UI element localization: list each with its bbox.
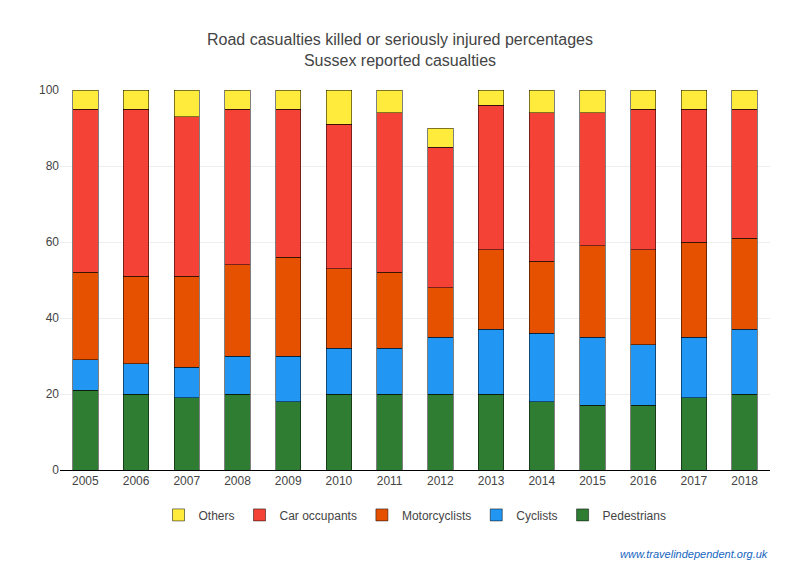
- svg-text:2006: 2006: [123, 474, 150, 488]
- svg-text:60: 60: [46, 235, 60, 249]
- svg-text:2017: 2017: [681, 474, 708, 488]
- svg-text:0: 0: [52, 463, 59, 477]
- svg-text:2015: 2015: [579, 474, 606, 488]
- svg-text:2007: 2007: [173, 474, 200, 488]
- svg-text:80: 80: [46, 159, 60, 173]
- svg-text:Car occupants: Car occupants: [280, 509, 357, 523]
- svg-text:Motorcyclists: Motorcyclists: [402, 509, 471, 523]
- svg-text:Road casualties killed or seri: Road casualties killed or seriously inju…: [207, 31, 593, 69]
- svg-text:2016: 2016: [630, 474, 657, 488]
- svg-text:www.travelindependent.org.uk: www.travelindependent.org.uk: [620, 548, 768, 560]
- svg-text:Pedestrians: Pedestrians: [603, 509, 666, 523]
- svg-text:2013: 2013: [478, 474, 505, 488]
- svg-text:2012: 2012: [427, 474, 454, 488]
- svg-text:20: 20: [46, 387, 60, 401]
- svg-text:Cyclists: Cyclists: [516, 509, 557, 523]
- svg-text:40: 40: [46, 311, 60, 325]
- svg-text:100: 100: [39, 83, 59, 97]
- svg-text:2018: 2018: [731, 474, 758, 488]
- svg-text:2010: 2010: [326, 474, 353, 488]
- svg-text:2008: 2008: [224, 474, 251, 488]
- svg-text:Others: Others: [199, 509, 235, 523]
- svg-text:2011: 2011: [377, 474, 403, 488]
- svg-text:2014: 2014: [528, 474, 555, 488]
- svg-text:2009: 2009: [275, 474, 302, 488]
- svg-text:2005: 2005: [72, 474, 99, 488]
